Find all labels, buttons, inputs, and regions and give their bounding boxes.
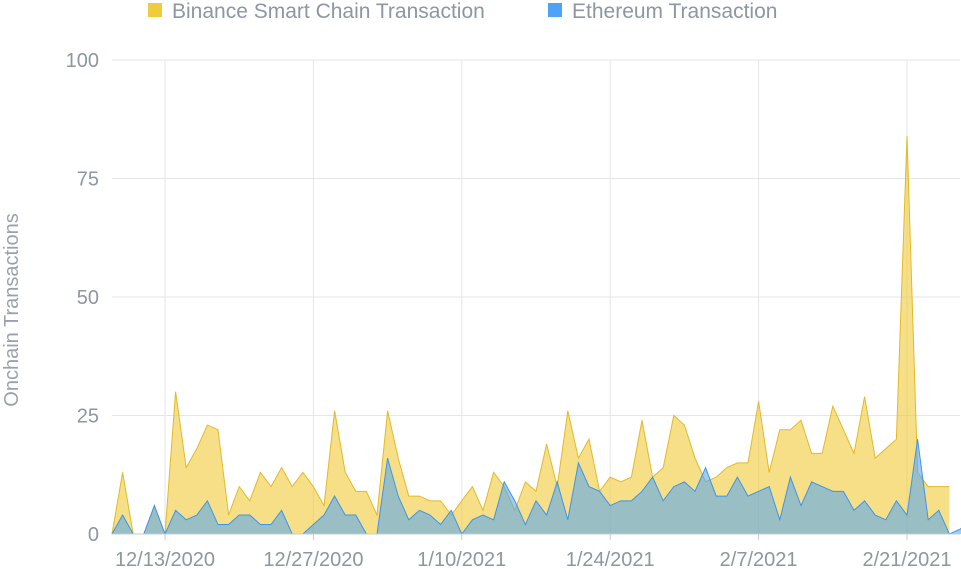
legend-label-ethereum: Ethereum Transaction	[572, 0, 777, 23]
legend-label-binance: Binance Smart Chain Transaction	[172, 0, 485, 23]
x-tick-label: 12/27/2020	[263, 549, 363, 569]
series-areas	[111, 135, 961, 536]
y-tick-label: 50	[77, 287, 99, 309]
axes: 0 25 50 75 100 12/13/2020 12/27/2020 1/10/2021 1…	[66, 50, 960, 569]
series-line-binance	[111, 135, 950, 535]
x-tick-label: 2/21/2021	[863, 549, 952, 569]
legend: Binance Smart Chain Transaction Ethereum…	[148, 0, 777, 23]
series-area-binance	[112, 135, 950, 534]
x-tick-label: 12/13/2020	[115, 549, 215, 569]
series-area-ethereum	[112, 439, 961, 534]
series-line-ethereum	[111, 439, 961, 536]
y-tick-label: 100	[66, 50, 99, 72]
x-tick-label: 2/7/2021	[720, 549, 798, 569]
y-tick-label: 75	[77, 169, 99, 191]
y-tick-label: 25	[77, 406, 99, 428]
x-tick-label: 1/10/2021	[417, 549, 506, 569]
legend-swatch-binance	[148, 3, 162, 17]
x-tick-label: 1/24/2021	[566, 549, 655, 569]
y-tick-label: 0	[88, 524, 99, 546]
legend-swatch-ethereum	[548, 3, 562, 17]
y-axis-label: Onchain Transactions	[1, 213, 23, 406]
